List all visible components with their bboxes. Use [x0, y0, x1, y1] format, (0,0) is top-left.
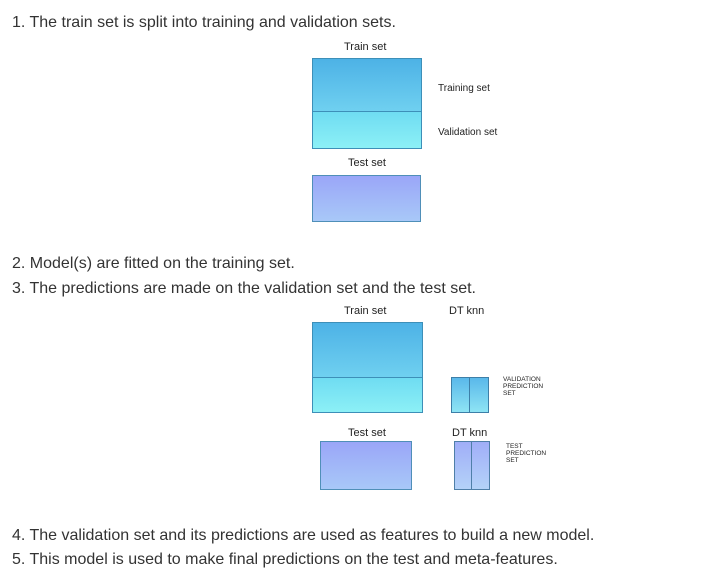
validation-prediction-label-line-3: SET: [503, 390, 516, 397]
train-set-label: Train set: [344, 41, 387, 53]
knn-test-prediction-column: [471, 441, 490, 490]
dt-test-prediction-column: [454, 441, 472, 490]
validation-set-label: Validation set: [438, 127, 498, 138]
step-5-text: 5. This model is used to make final pred…: [12, 551, 558, 568]
validation-set-block-2: [312, 377, 423, 413]
test-set-label: Test set: [348, 157, 386, 169]
models-label-test: DT knn: [452, 427, 488, 439]
validation-set-block: [312, 111, 422, 149]
test-prediction-label-line-2: PREDICTION: [506, 450, 547, 457]
test-prediction-label-line-3: SET: [506, 457, 519, 464]
test-prediction-label-line-1: TEST: [506, 443, 523, 450]
dt-validation-prediction-column: [451, 377, 470, 413]
train-set-label-2: Train set: [344, 305, 387, 317]
test-set-block: [312, 175, 421, 222]
step-3-text: 3. The predictions are made on the valid…: [12, 280, 476, 297]
validation-prediction-label-line-2: PREDICTION: [503, 383, 544, 390]
training-set-label: Training set: [438, 83, 490, 94]
training-set-block: [312, 58, 422, 112]
step-4-text: 4. The validation set and its prediction…: [12, 527, 595, 544]
validation-prediction-label-line-1: VALIDATION: [503, 376, 541, 383]
test-set-label-2: Test set: [348, 427, 386, 439]
test-set-block-2: [320, 441, 412, 490]
training-set-block-2: [312, 322, 423, 378]
knn-validation-prediction-column: [469, 377, 489, 413]
models-label: DT knn: [449, 305, 485, 317]
step-2-text: 2. Model(s) are fitted on the training s…: [12, 255, 295, 272]
step-1-text: 1. The train set is split into training …: [12, 14, 396, 31]
